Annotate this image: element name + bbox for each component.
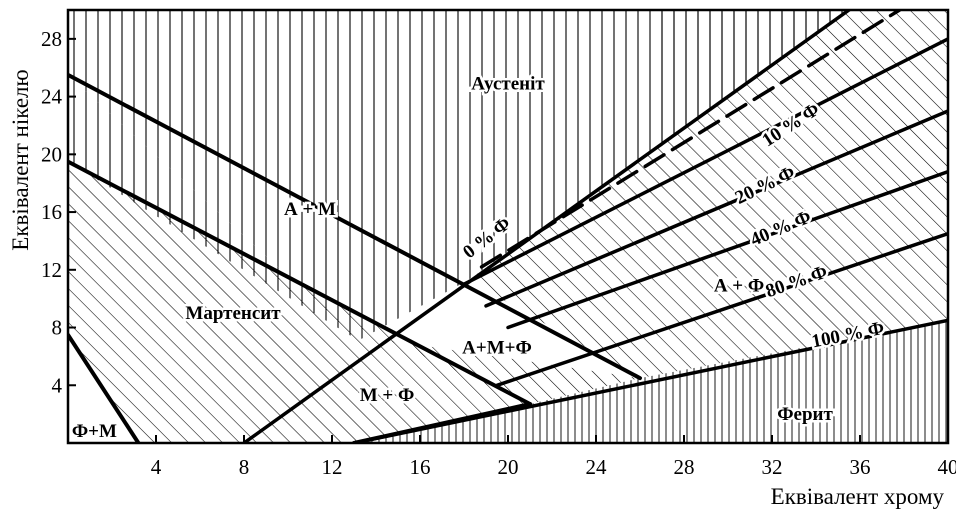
y-tick-label: 4 [52, 373, 63, 397]
phase-lines [68, 10, 948, 443]
x-tick-label: 16 [410, 455, 431, 479]
a-f-upper-mixed [651, 10, 849, 155]
phase-fills [68, 10, 948, 443]
region-label-a_f: А + Ф [714, 275, 764, 296]
region-label-ferrite: Ферит [777, 404, 833, 425]
plot-area [68, 10, 948, 443]
ferrite-line-3 [506, 169, 948, 330]
boundary-ferrite-martensite-corner [68, 332, 141, 443]
a-f-fill [468, 10, 948, 379]
y-tick-label: 12 [41, 258, 62, 282]
region-label-martensite: Мартенсит [185, 303, 281, 324]
region-label-f_m: Ф+М [72, 421, 117, 442]
x-tick-label: 40 [938, 455, 956, 479]
region-label-austenite: Аустеніт [471, 73, 545, 94]
ferrite-line-2 [484, 109, 948, 308]
region-label-m_f: М + Ф [360, 385, 415, 406]
y-tick-label: 24 [41, 85, 63, 109]
x-tick-label: 32 [762, 455, 783, 479]
y-tick-label: 8 [52, 316, 63, 340]
y-tick-label: 16 [41, 200, 62, 224]
x-tick-label: 20 [498, 455, 519, 479]
x-tick-label: 28 [674, 455, 695, 479]
boundary-martensite-ferrite-upper [68, 159, 532, 406]
ferrite-line-dashed [479, 10, 902, 269]
ferrite-line-4 [495, 231, 948, 388]
boundary-ferrite-base [352, 402, 532, 443]
y-axis-label: Еквівалент нікелю [8, 69, 33, 250]
x-tick-label: 4 [151, 455, 162, 479]
y-tick-label: 20 [41, 142, 62, 166]
x-tick-label: 12 [322, 455, 343, 479]
boundary-austenite-martensite [68, 72, 642, 381]
x-tick-label: 36 [850, 455, 871, 479]
region-label-a_m_f: А+М+Ф [462, 338, 532, 359]
region-labels: Аустеніт А + М Мартенсит А+М+Ф М + Ф А + Ф Фер… [69, 71, 836, 445]
y-tick-label: 28 [41, 27, 62, 51]
m-f-fill [244, 340, 640, 443]
x-tick-label: 8 [239, 455, 250, 479]
region-label-a_m: А + М [284, 199, 336, 220]
x-tick-label: 24 [586, 455, 608, 479]
y-axis-ticks: 4 8 12 16 20 24 28 [41, 27, 76, 397]
ferrite-line-1 [462, 37, 948, 286]
x-axis-ticks: 4 8 12 16 20 24 28 32 36 40 [151, 435, 956, 479]
x-axis-label: Еквівалент хрому [771, 484, 945, 509]
